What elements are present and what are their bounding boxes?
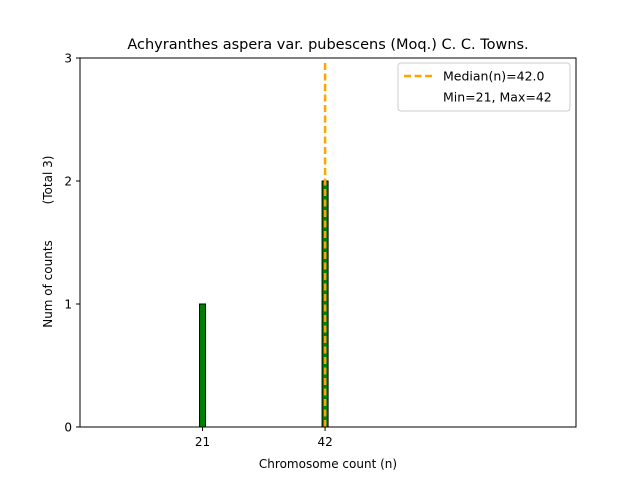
y-tick-label: 3 (64, 52, 72, 66)
legend-minmax-label: Min=21, Max=42 (443, 90, 552, 105)
plot-frame (79, 57, 577, 428)
bars-layer (199, 180, 329, 428)
y-ticks: 0 1 2 3 (64, 52, 80, 435)
y-tick-label: 2 (64, 175, 72, 189)
y-axis-total-note: (Total 3) (41, 156, 55, 205)
legend: Median(n)=42.0 Min=21, Max=42 (397, 62, 571, 112)
y-tick-label: 1 (64, 298, 72, 312)
legend-median-label: Median(n)=42.0 (443, 69, 544, 84)
x-tick-label: 42 (317, 435, 332, 449)
y-axis-label: Num of counts (41, 240, 55, 328)
x-tick-label: 21 (195, 435, 210, 449)
bar-21 (199, 303, 207, 428)
legend-box (397, 62, 571, 112)
x-axis-label: Chromosome count (n) (259, 457, 397, 471)
y-tick-label: 0 (64, 421, 72, 435)
x-ticks: 21 42 (195, 427, 333, 449)
chart-title: Achyranthes aspera var. pubescens (Moq.)… (127, 37, 528, 53)
